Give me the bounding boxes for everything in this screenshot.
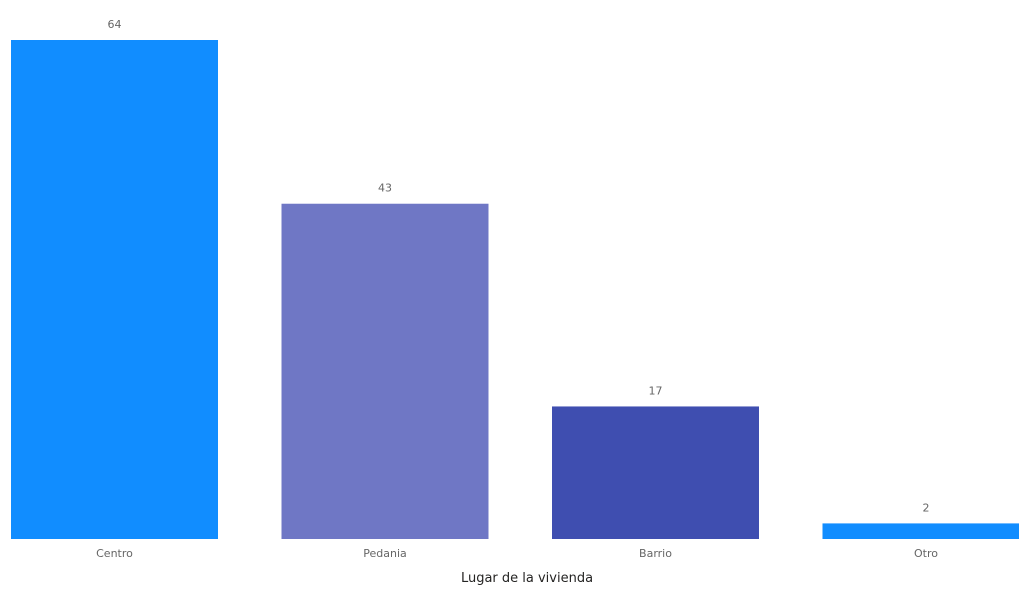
x-axis-ticks: Centro Pedania Barrio Otro	[96, 547, 938, 560]
bar-centro[interactable]	[11, 40, 218, 539]
data-label-otro: 2	[923, 501, 930, 514]
x-tick-label-barrio: Barrio	[639, 547, 672, 560]
data-label-pedania: 43	[378, 182, 392, 195]
data-label-barrio: 17	[649, 384, 663, 397]
bars-layer	[11, 40, 1019, 539]
x-tick-label-pedania: Pedania	[363, 547, 407, 560]
data-label-centro: 64	[108, 18, 122, 31]
bar-barrio[interactable]	[552, 406, 759, 539]
x-tick-label-otro: Otro	[914, 547, 938, 560]
x-tick-label-centro: Centro	[96, 547, 133, 560]
x-axis-title: Lugar de la vivienda	[461, 571, 593, 586]
bar-pedania[interactable]	[281, 203, 489, 539]
data-labels: 64 43 17 2	[108, 18, 930, 514]
bar-otro[interactable]	[822, 523, 1019, 539]
